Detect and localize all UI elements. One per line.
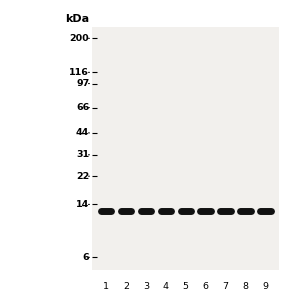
Text: 97: 97 bbox=[76, 79, 89, 88]
Text: 7: 7 bbox=[223, 282, 229, 291]
Text: 66: 66 bbox=[76, 103, 89, 112]
Text: 6: 6 bbox=[83, 253, 89, 262]
Text: 14: 14 bbox=[76, 200, 89, 209]
Text: 3: 3 bbox=[143, 282, 149, 291]
Text: 44: 44 bbox=[76, 128, 89, 137]
Text: 5: 5 bbox=[183, 282, 189, 291]
Text: kDa: kDa bbox=[65, 14, 89, 24]
Text: 1: 1 bbox=[103, 282, 109, 291]
Text: 8: 8 bbox=[242, 282, 249, 291]
Text: 116: 116 bbox=[69, 68, 89, 77]
Text: 22: 22 bbox=[76, 172, 89, 181]
Text: 6: 6 bbox=[203, 282, 209, 291]
Text: 4: 4 bbox=[163, 282, 169, 291]
Text: 200: 200 bbox=[70, 34, 89, 43]
Text: 2: 2 bbox=[123, 282, 129, 291]
Text: 31: 31 bbox=[76, 150, 89, 159]
Text: 9: 9 bbox=[262, 282, 268, 291]
